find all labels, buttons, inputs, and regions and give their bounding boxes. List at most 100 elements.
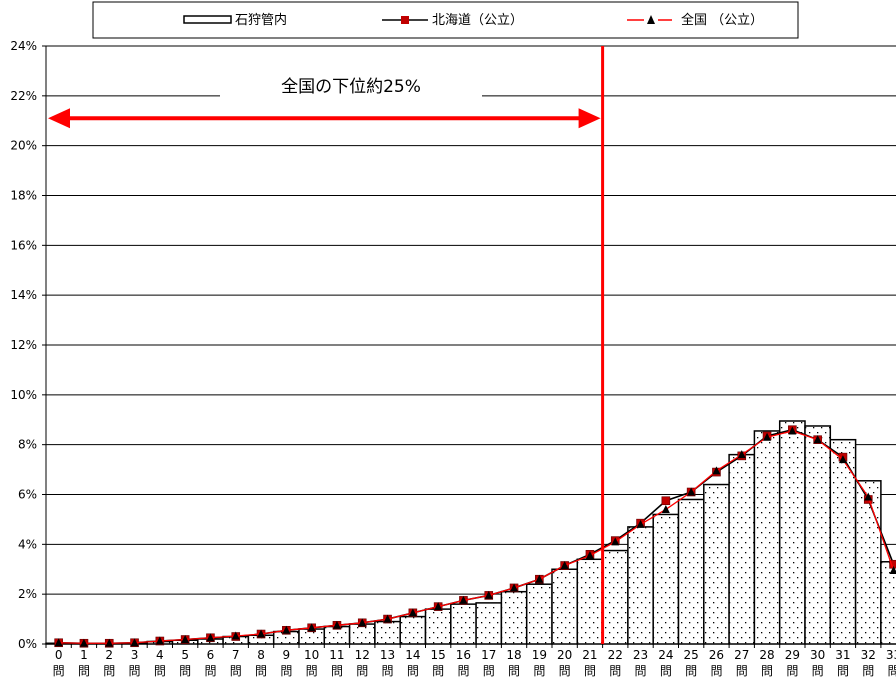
x-tick-unit: 問 [508,664,520,678]
x-tick-label: 9 [283,648,291,662]
x-tick-label: 8 [257,648,265,662]
x-tick-label: 6 [207,648,215,662]
bar [424,608,452,645]
series-line [58,430,895,644]
legend-label-bar: 石狩管内 [235,12,287,28]
x-tick-label: 10 [304,648,319,662]
point-triangle [687,487,696,496]
x-tick-label: 18 [506,648,521,662]
x-tick-label: 21 [582,648,597,662]
bar [677,498,705,645]
x-tick-unit: 問 [710,664,722,678]
point-triangle [206,633,215,642]
bar [753,430,781,645]
x-tick-label: 5 [181,648,189,662]
point-triangle [105,638,114,647]
x-tick-label: 22 [608,648,623,662]
point-triangle [712,466,721,475]
bar [627,526,654,645]
x-tick-unit: 問 [129,664,141,678]
point-triangle [155,636,164,645]
point-triangle [788,426,797,435]
bar [601,549,629,645]
point-triangle [737,450,746,459]
point-triangle [307,623,316,632]
bar [551,568,579,645]
point-triangle [585,551,594,560]
y-axis-ticks: 0% 2% 4% 6% 8% 10% 12% 14% 16% 18% 20% 22% 24% [10,39,46,651]
x-tick-label: 24 [658,648,673,662]
x-tick-label: 29 [785,648,800,662]
y-tick-label: 20% [10,139,37,153]
y-tick-label: 22% [10,89,37,103]
bar [475,602,503,645]
x-tick-unit: 問 [660,664,672,678]
point-triangle [282,625,291,634]
legend-label-national: 全国 （公立） [681,12,763,28]
x-tick-label: 13 [380,648,395,662]
x-tick-unit: 問 [204,664,216,678]
y-tick-label: 14% [10,288,37,302]
x-tick-label: 15 [431,648,446,662]
point-triangle [181,635,190,644]
arrow-head-left [48,108,70,129]
y-tick-label: 4% [18,537,37,551]
x-tick-label: 2 [105,648,113,662]
point-triangle [434,602,443,611]
x-tick-unit: 問 [230,664,242,678]
point-triangle [358,618,367,627]
x-tick-unit: 問 [382,664,394,678]
legend: 石狩管内 北海道（公立） 全国 （公立） [92,1,799,39]
x-tick-unit: 問 [483,664,495,678]
annotation-group: 全国の下位約25% [48,46,605,644]
bar [829,438,857,645]
point-triangle [611,537,620,546]
bars [45,420,896,645]
series-lines [54,425,896,648]
x-tick-label: 3 [131,648,139,662]
x-tick-unit: 問 [584,664,596,678]
bar [804,425,832,645]
x-tick-unit: 問 [533,664,545,678]
bar [399,615,427,645]
x-tick-unit: 問 [103,664,115,678]
x-axis-ticks: 0 問 1 問 2 問 3 問 4 問 5 問 6 問 7 問 8 問 9 問 10 問 11 問 12 問 13 問 14 問 15 問 16… [45,644,896,678]
point-triangle [864,492,873,501]
x-tick-label: 4 [156,648,164,662]
point-triangle [332,620,341,629]
bar [854,480,882,645]
bar [703,483,730,645]
x-tick-unit: 問 [635,664,647,678]
point-triangle [79,638,88,647]
x-tick-label: 25 [684,648,699,662]
annotation-text: 全国の下位約25% [281,77,421,97]
point-triangle [636,519,645,528]
point-triangle [510,583,519,592]
x-tick-unit: 問 [53,664,65,678]
x-tick-unit: 問 [255,664,267,678]
point-triangle [408,608,417,617]
bar [525,583,553,645]
point-triangle [459,595,468,604]
point-triangle [54,638,63,647]
bar [576,558,604,645]
point-triangle [763,432,772,441]
legend-marker-triangle [647,15,655,24]
x-tick-label: 20 [557,648,572,662]
y-tick-label: 24% [10,39,37,53]
x-tick-unit: 問 [154,664,166,678]
point-triangle [838,455,847,464]
x-tick-unit: 問 [457,664,469,678]
arrow-head-right [578,108,601,129]
x-tick-label: 23 [633,648,648,662]
x-tick-unit: 問 [432,664,444,678]
point-triangle [535,574,544,583]
legend-marker-square [401,16,409,24]
bar [728,453,756,645]
point-triangle [484,590,493,599]
bar [652,513,680,645]
x-tick-unit: 問 [356,664,368,678]
point-square [661,496,671,506]
x-tick-unit: 問 [280,664,292,678]
